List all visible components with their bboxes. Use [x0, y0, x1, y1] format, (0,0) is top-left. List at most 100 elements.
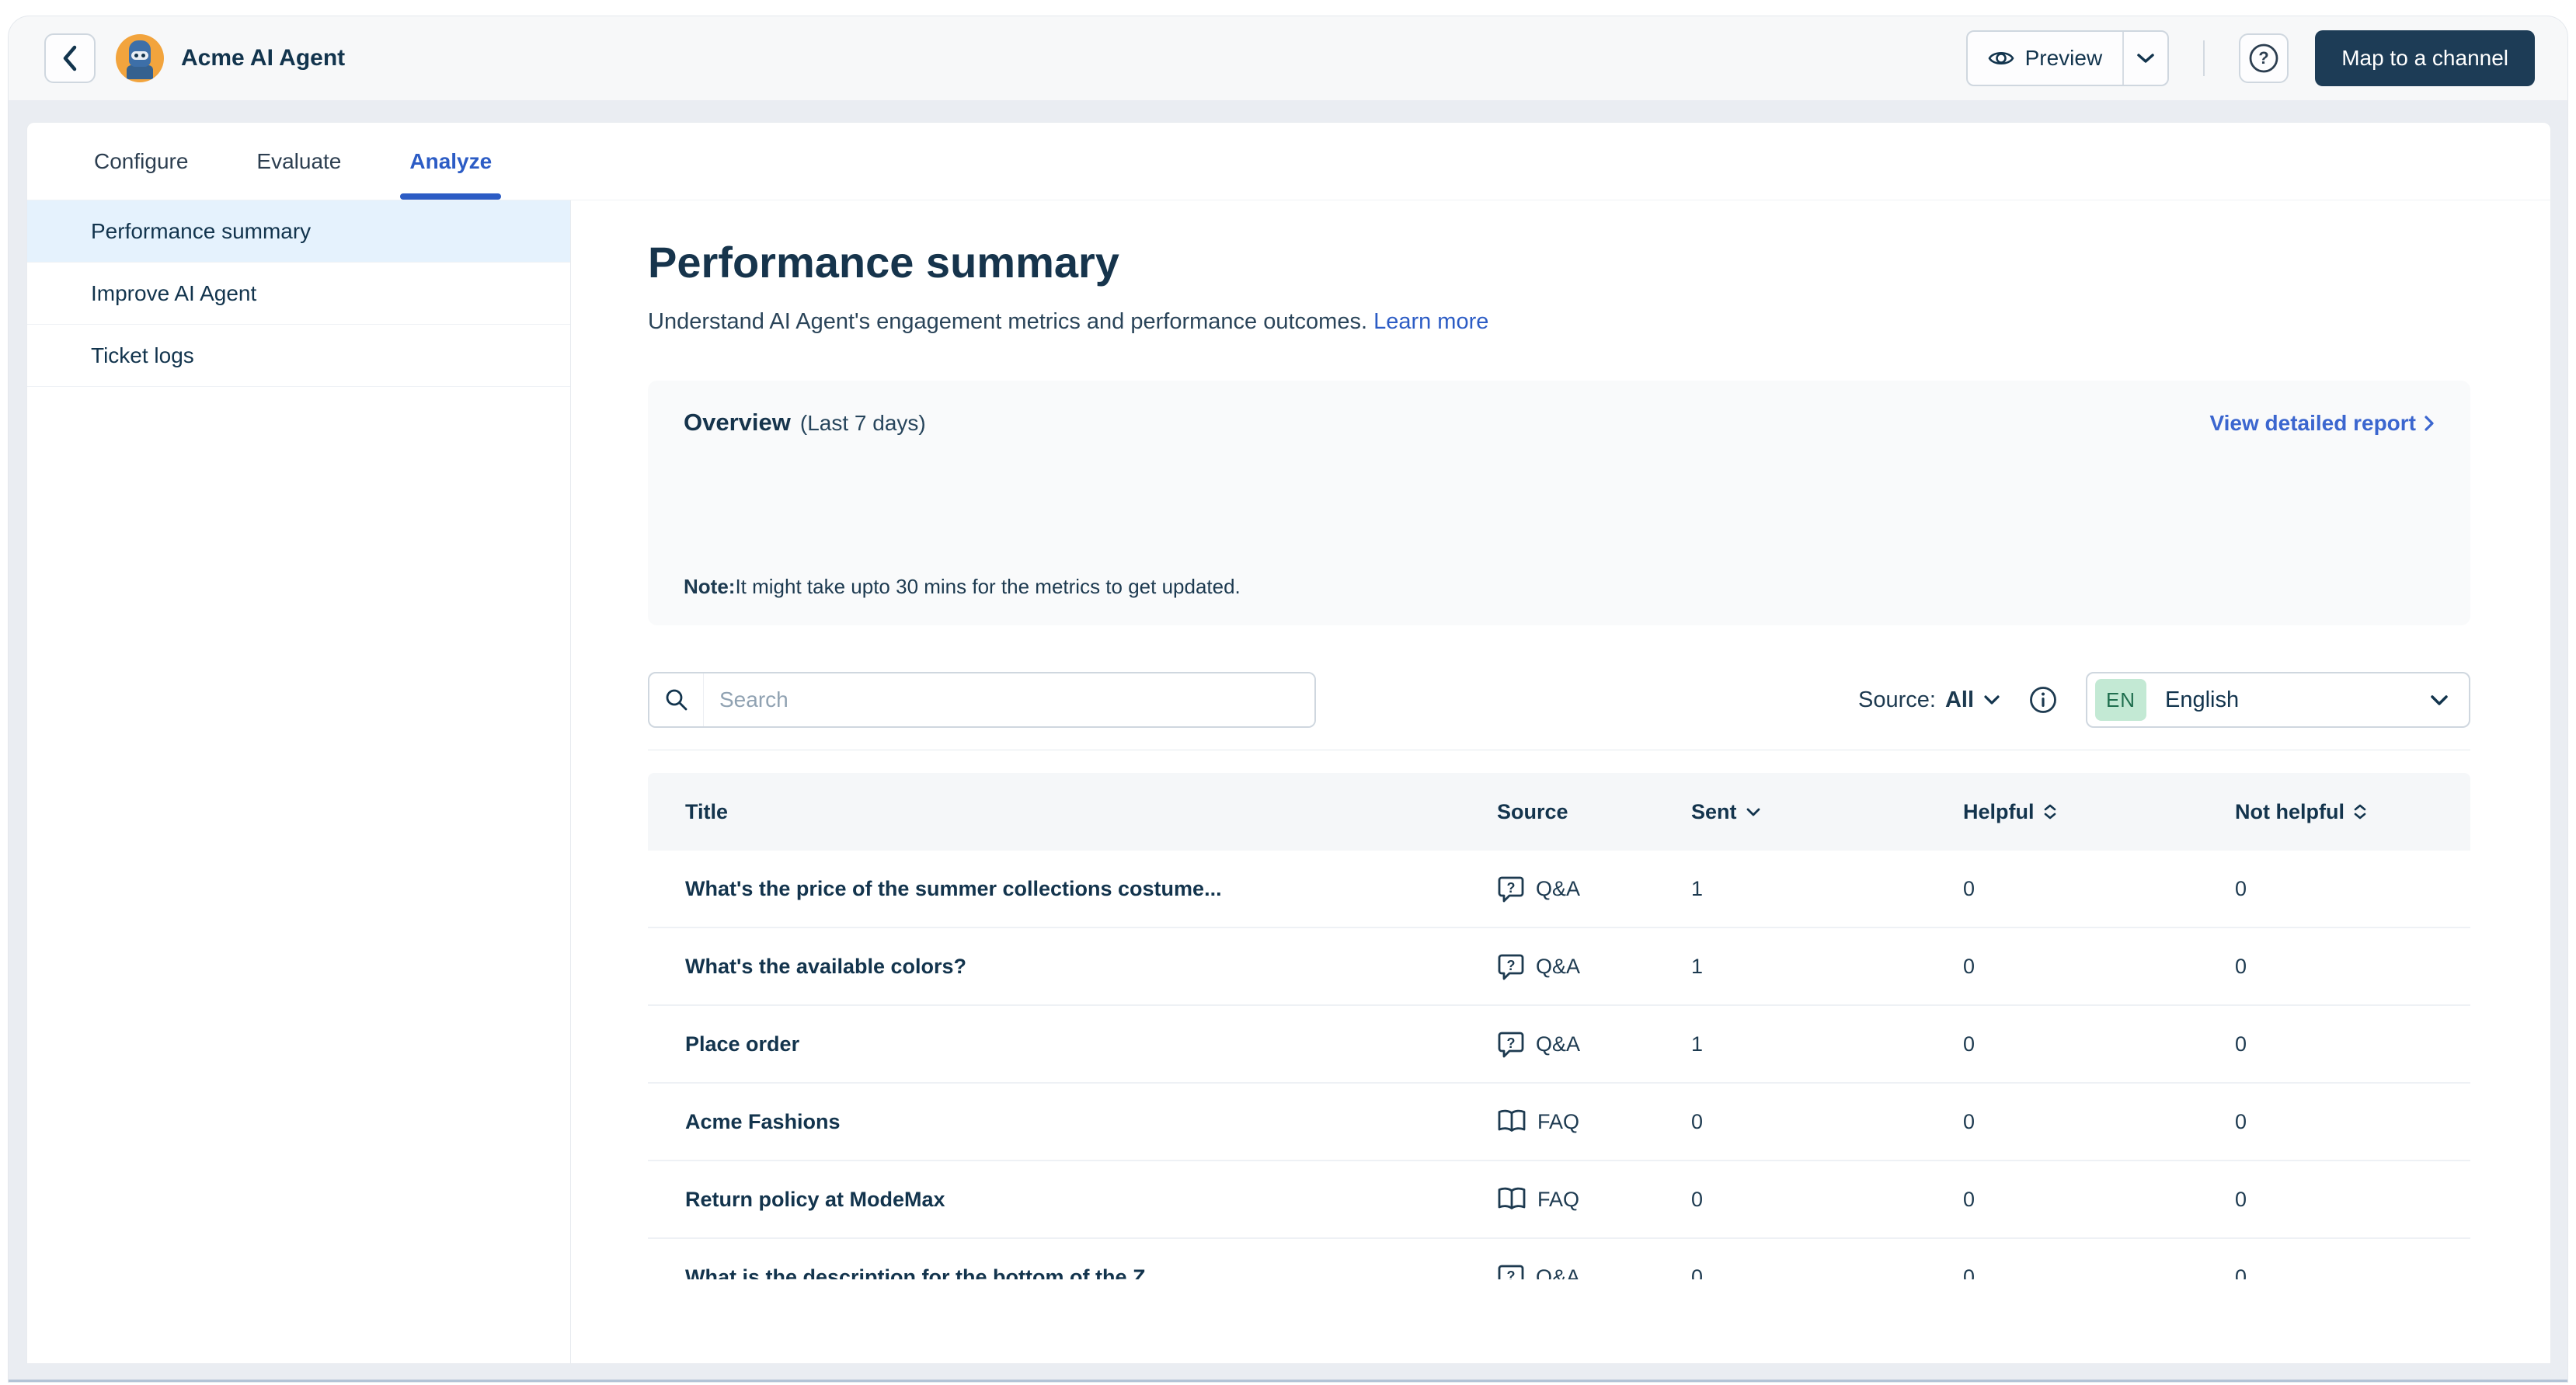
tabbar: Configure Evaluate Analyze [27, 123, 2550, 200]
overview-note: Note:It might take upto 30 mins for the … [684, 575, 1241, 598]
sent-value: 1 [1691, 876, 1704, 900]
table-header: Title Source Sent Helpful [648, 773, 2470, 851]
map-to-channel-button[interactable]: Map to a channel [2315, 30, 2535, 86]
row-source: ? FAQ [1497, 1186, 1691, 1213]
app-window: Acme AI Agent Preview ? [8, 16, 2568, 1383]
row-source: ? Q&A [1497, 1030, 1691, 1058]
window-bottom-edge [9, 1380, 2567, 1382]
table-row[interactable]: Place order ? Q&A 1 0 0 [648, 1006, 2470, 1084]
sent-value: 0 [1691, 1187, 1704, 1211]
tab-analyze[interactable]: Analyze [400, 123, 502, 200]
helpful-value: 0 [1963, 1265, 1976, 1280]
chevron-down-icon [1983, 694, 2000, 705]
tab-configure[interactable]: Configure [94, 148, 189, 173]
table-body: What's the price of the summer collectio… [648, 851, 2470, 1279]
sidebar-item-performance-summary[interactable]: Performance summary [27, 200, 570, 263]
sort-icon [2044, 804, 2056, 820]
sidebar-item-ticket-logs[interactable]: Ticket logs [27, 325, 570, 387]
sent-value: 0 [1691, 1265, 1704, 1280]
table-row[interactable]: What's the available colors? ? Q&A 1 0 0 [648, 928, 2470, 1006]
not-helpful-value: 0 [2235, 1265, 2247, 1280]
search-input[interactable] [704, 673, 1314, 726]
page-title: Performance summary [648, 238, 1119, 287]
column-not-helpful[interactable]: Not helpful [2235, 800, 2470, 824]
preview-button[interactable]: Preview [1968, 32, 2123, 85]
source-filter[interactable]: Source: All [1858, 687, 2000, 713]
not-helpful-value: 0 [2235, 954, 2247, 978]
back-button[interactable] [44, 33, 96, 83]
agent-title: Acme AI Agent [181, 45, 346, 71]
sent-value: 1 [1691, 1032, 1704, 1056]
chevron-left-icon [61, 44, 78, 72]
qa-bubble-icon: ? [1497, 875, 1525, 903]
svg-text:?: ? [1507, 1035, 1516, 1051]
source-value: All [1944, 687, 1974, 712]
robot-icon [127, 65, 153, 79]
help-button[interactable]: ? [2239, 33, 2289, 83]
helpful-value: 0 [1963, 954, 1976, 978]
tab-evaluate[interactable]: Evaluate [256, 148, 342, 173]
chevron-down-icon [2136, 53, 2155, 64]
view-detailed-report-link[interactable]: View detailed report [2209, 411, 2435, 436]
helpful-value: 0 [1963, 876, 1976, 900]
faq-book-icon [1497, 1108, 1526, 1135]
preview-label: Preview [2024, 46, 2103, 70]
page-description: Understand AI Agent's engagement metrics… [648, 309, 1489, 334]
chevron-right-icon [2424, 415, 2435, 432]
overview-period: (Last 7 days) [799, 411, 926, 435]
helpful-value: 0 [1963, 1187, 1976, 1211]
language-code-badge: EN [2095, 679, 2146, 721]
sidebar: Performance summary Improve AI Agent Tic… [27, 200, 571, 1363]
source-label: Q&A [1536, 1265, 1581, 1280]
row-title: What is the description for the bottom o… [685, 1265, 1163, 1280]
language-value: English [2165, 687, 2240, 712]
not-helpful-value: 0 [2235, 1109, 2247, 1133]
search-icon [649, 673, 704, 726]
table-row[interactable]: Acme Fashions ? FAQ 0 0 0 [648, 1084, 2470, 1161]
table-row[interactable]: Return policy at ModeMax ? FAQ 0 0 0 [648, 1161, 2470, 1239]
row-source: ? FAQ [1497, 1108, 1691, 1135]
row-title: What's the available colors? [685, 954, 967, 978]
table-row[interactable]: What is the description for the bottom o… [648, 1239, 2470, 1279]
source-label: FAQ [1537, 1109, 1580, 1133]
sort-icon [2354, 804, 2366, 820]
helpful-value: 0 [1963, 1032, 1976, 1056]
main-area: Performance summary Understand AI Agent'… [571, 200, 2550, 1363]
sent-value: 1 [1691, 954, 1704, 978]
learn-more-link[interactable]: Learn more [1373, 309, 1489, 334]
column-title: Title [685, 799, 729, 823]
helpful-value: 0 [1963, 1109, 1976, 1133]
row-source: ? Q&A [1497, 952, 1691, 980]
sort-desc-icon [1746, 808, 1760, 816]
preview-split-button: Preview [1965, 30, 2170, 86]
source-label: FAQ [1537, 1187, 1580, 1211]
overview-title: Overview [684, 409, 791, 436]
sent-value: 0 [1691, 1109, 1704, 1133]
row-title: Return policy at ModeMax [685, 1187, 945, 1211]
row-title: What's the price of the summer collectio… [685, 876, 1222, 900]
preview-dropdown-button[interactable] [2122, 32, 2167, 85]
svg-text:?: ? [1507, 880, 1516, 896]
row-title: Acme Fashions [685, 1109, 841, 1133]
agent-avatar [116, 34, 164, 82]
chevron-down-icon [2430, 694, 2449, 706]
table-row[interactable]: What's the price of the summer collectio… [648, 851, 2470, 928]
qa-bubble-icon: ? [1497, 1263, 1525, 1279]
sidebar-item-improve-ai-agent[interactable]: Improve AI Agent [27, 263, 570, 325]
info-icon[interactable] [2028, 685, 2058, 715]
search-row: Source: All EN English [648, 672, 2470, 728]
topbar: Acme AI Agent Preview ? [9, 16, 2567, 100]
not-helpful-value: 0 [2235, 1187, 2247, 1211]
source-label: Q&A [1536, 1032, 1581, 1056]
column-sent[interactable]: Sent [1691, 800, 1963, 824]
source-label: Q&A [1536, 876, 1581, 900]
search-box [648, 672, 1316, 728]
qa-bubble-icon: ? [1497, 952, 1525, 980]
not-helpful-value: 0 [2235, 1032, 2247, 1056]
eye-icon [1988, 48, 2014, 68]
column-helpful[interactable]: Helpful [1963, 800, 2235, 824]
question-circle-icon: ? [2247, 42, 2280, 75]
topbar-divider [2203, 40, 2205, 76]
source-label: Q&A [1536, 954, 1581, 978]
language-select[interactable]: EN English [2086, 672, 2470, 728]
